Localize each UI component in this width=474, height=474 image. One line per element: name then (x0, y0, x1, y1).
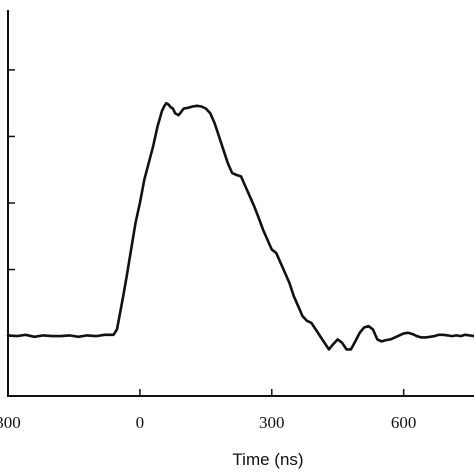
y-axis-ticks (8, 69, 15, 337)
x-tick-label: 300 (259, 413, 285, 432)
axes-frame (7, 10, 474, 397)
plot-area (6, 101, 474, 351)
x-tick-label: 0 (136, 413, 145, 432)
signal-line (6, 101, 474, 351)
x-axis-ticks: 300 0 300 600 (0, 389, 416, 432)
x-tick-label: 300 (0, 413, 21, 432)
x-tick-label: 600 (391, 413, 417, 432)
x-axis-title: Time (ns) (232, 450, 303, 469)
